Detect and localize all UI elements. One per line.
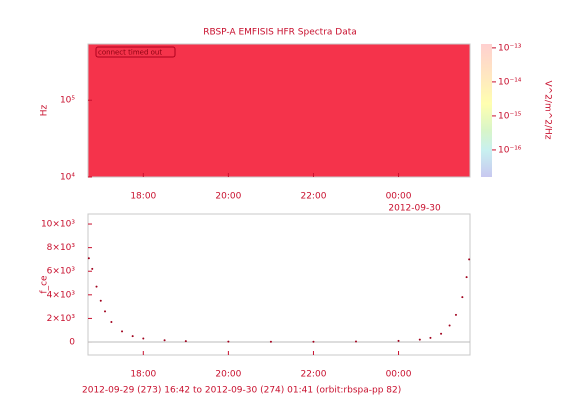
data-point <box>95 285 98 288</box>
data-point <box>91 267 94 270</box>
y-tick-label: 0 <box>69 338 75 348</box>
y-axis-label: f_ce <box>40 275 50 294</box>
data-point <box>142 337 145 340</box>
plot-frame <box>87 43 471 178</box>
data-point <box>269 340 272 343</box>
data-point <box>429 336 432 339</box>
data-point <box>227 340 230 343</box>
data-point <box>465 276 468 279</box>
message-box <box>95 46 176 58</box>
data-point <box>418 338 421 341</box>
y-tick-label: 10⁵ <box>60 96 75 106</box>
message: connect timed out <box>98 49 162 57</box>
plot-frame <box>87 213 471 356</box>
colorbar-label: V^2/m^2/Hz <box>543 80 553 139</box>
x-tick-label: 18:00 <box>130 192 156 202</box>
data-point <box>99 299 102 302</box>
data-point <box>104 310 107 313</box>
data-point <box>468 258 471 261</box>
y-tick-label: 10⁴ <box>60 173 75 183</box>
chart-title: RBSP-A EMFISIS HFR Spectra Data <box>203 28 357 38</box>
y-tick-label: 6×10³ <box>47 267 76 277</box>
y-tick-label: 2×10³ <box>47 314 76 324</box>
date-label: 2012-09-30 <box>388 204 441 214</box>
data-point <box>454 313 457 316</box>
colorbar-tick-label: 10⁻¹⁵ <box>498 111 522 121</box>
y-tick-label: 4×10³ <box>47 290 76 300</box>
colorbar-tick-label: 10⁻¹⁶ <box>498 145 522 155</box>
x-tick-label: 22:00 <box>300 192 326 202</box>
x-tick-label: 20:00 <box>215 370 241 380</box>
x-tick-label: 18:00 <box>130 370 156 380</box>
data-point <box>354 340 357 343</box>
y-axis-label: Hz <box>40 104 50 116</box>
data-point <box>440 332 443 335</box>
x-tick-label: 20:00 <box>215 192 241 202</box>
data-point <box>121 330 124 333</box>
data-point <box>163 339 166 342</box>
data-point <box>461 296 464 299</box>
x-tick-label: 00:00 <box>386 370 412 380</box>
data-point <box>397 339 400 342</box>
data-point <box>87 257 90 260</box>
colorbar <box>481 44 492 177</box>
x-tick-label: 00:00 <box>386 192 412 202</box>
data-point <box>312 340 315 343</box>
colorbar-tick-label: 10⁻¹⁴ <box>498 77 522 87</box>
spectrogram-fill <box>88 44 470 177</box>
y-tick-label: 10×10³ <box>41 220 75 230</box>
x-tick-label: 22:00 <box>300 370 326 380</box>
data-point <box>448 324 451 327</box>
y-tick-label: 8×10³ <box>47 243 76 253</box>
data-point <box>184 340 187 343</box>
colorbar-tick-label: 10⁻¹³ <box>498 43 522 53</box>
data-point <box>110 320 113 323</box>
x-axis-label: 2012-09-29 (273) 16:42 to 2012-09-30 (27… <box>82 386 401 396</box>
data-point <box>131 335 134 338</box>
